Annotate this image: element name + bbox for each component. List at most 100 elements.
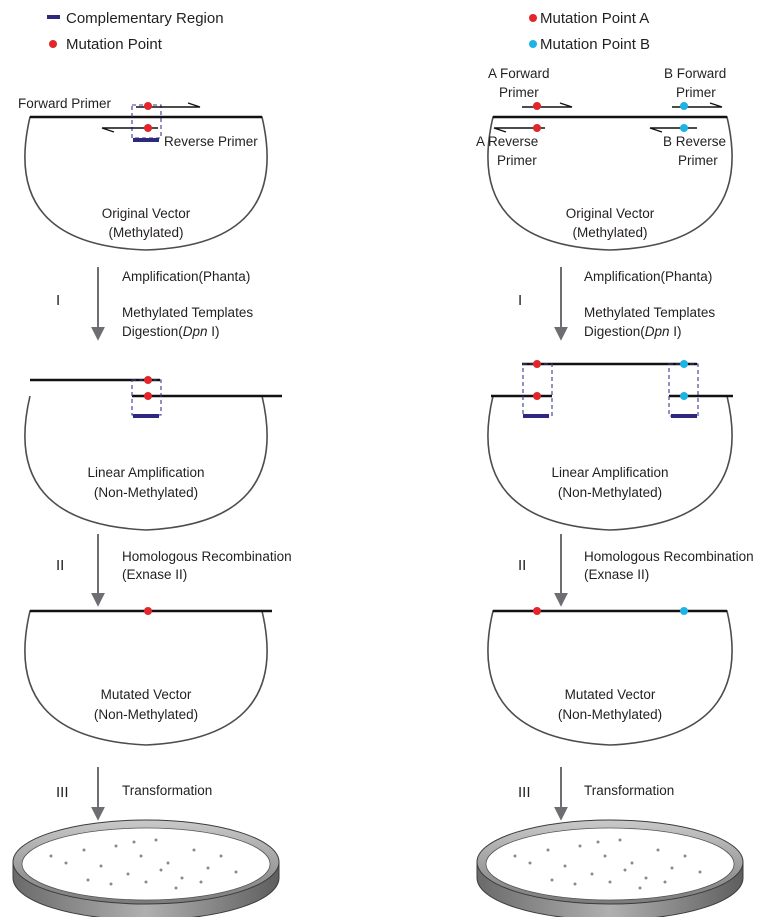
a-reverse-primer-label: Primer — [497, 153, 537, 168]
left-original-vector: Forward Primer Reverse Primer Original V… — [18, 96, 268, 251]
legend-complementary-region: Complementary Region — [66, 10, 224, 27]
b-reverse-primer-label: Primer — [678, 153, 718, 168]
right-step-1: I Amplification(Phanta) Methylated Templ… — [518, 267, 715, 341]
mutation-point-a — [533, 607, 541, 615]
non-methylated-label: (Non-Methylated) — [558, 485, 662, 500]
a-forward-primer-label: A Forward — [488, 66, 550, 81]
mutation-point-b — [680, 102, 688, 110]
methylated-label: (Methylated) — [108, 225, 183, 240]
colonies — [49, 838, 238, 890]
mutation-point-a — [533, 360, 541, 368]
non-methylated-label: (Non-Methylated) — [94, 707, 198, 722]
original-vector-label: Original Vector — [102, 206, 191, 221]
mutation-point-b — [680, 360, 688, 368]
step-text: Digestion(Dpn I) — [122, 324, 220, 339]
original-vector-label: Original Vector — [566, 206, 655, 221]
mutation-point — [144, 607, 152, 615]
mutation-point — [144, 392, 152, 400]
reverse-primer-label: Reverse Primer — [164, 134, 258, 149]
left-step-1: I Amplification(Phanta) Methylated Templ… — [56, 267, 253, 341]
left-legend: Complementary Region Mutation Point — [47, 10, 224, 53]
step-text: Amplification(Phanta) — [584, 269, 712, 284]
mutation-point-swatch — [49, 40, 57, 48]
legend-mutation-point: Mutation Point — [66, 36, 163, 53]
a-reverse-primer-label: A Reverse — [476, 134, 538, 149]
step-text: Methylated Templates — [584, 305, 715, 320]
step-numeral: I — [56, 292, 60, 309]
linear-amplification-label: Linear Amplification — [551, 465, 668, 480]
b-forward-primer-label: Primer — [676, 85, 716, 100]
step-numeral: II — [518, 557, 526, 574]
mutation-point-b-swatch — [529, 40, 537, 48]
mutation-point-b — [680, 124, 688, 132]
right-panel: Mutation Point A Mutation Point B A Forw… — [476, 10, 754, 917]
step-text: Digestion(Dpn I) — [584, 324, 682, 339]
right-linear-amplification: Linear Amplification (Non-Methylated) — [487, 360, 733, 531]
right-mutated-vector: Mutated Vector (Non-Methylated) — [487, 607, 733, 746]
vector-shape — [24, 610, 268, 746]
mutation-point-a-swatch — [529, 14, 537, 22]
right-step-2: II Homologous Recombination (Exnase II) — [518, 534, 754, 607]
colonies — [513, 838, 702, 890]
complementary-region-swatch — [47, 15, 60, 19]
non-methylated-label: (Non-Methylated) — [558, 707, 662, 722]
step-text: Homologous Recombination — [122, 549, 292, 564]
step-numeral: I — [518, 292, 522, 309]
mutated-vector-label: Mutated Vector — [101, 687, 192, 702]
mutation-point-a — [533, 392, 541, 400]
forward-primer-arrow — [136, 102, 201, 108]
mutation-point-a — [533, 102, 541, 110]
vector-shape — [487, 610, 733, 746]
step-text: (Exnase II) — [122, 567, 187, 582]
step-numeral: III — [518, 784, 531, 801]
b-forward-primer-arrow — [672, 102, 723, 108]
a-forward-primer-arrow — [522, 102, 573, 108]
mutation-point — [144, 124, 152, 132]
non-methylated-label: (Non-Methylated) — [94, 485, 198, 500]
a-reverse-primer-arrow — [493, 127, 545, 133]
a-forward-primer-label: Primer — [499, 85, 539, 100]
right-step-3: III Transformation — [518, 767, 674, 821]
mutation-point-b — [680, 392, 688, 400]
left-step-3: III Transformation — [56, 767, 212, 821]
mutation-point-b — [680, 607, 688, 615]
b-forward-primer-label: B Forward — [664, 66, 726, 81]
legend-mutation-point-b: Mutation Point B — [540, 36, 650, 53]
vector-shape — [24, 116, 268, 251]
step-text: Amplification(Phanta) — [122, 269, 250, 284]
step-numeral: II — [56, 557, 64, 574]
forward-primer-label: Forward Primer — [18, 96, 112, 111]
vector-shape — [487, 395, 733, 531]
mutation-point-a — [533, 124, 541, 132]
legend-mutation-point-a: Mutation Point A — [540, 10, 649, 27]
step-text: (Exnase II) — [584, 567, 649, 582]
left-mutated-vector: Mutated Vector (Non-Methylated) — [24, 607, 272, 746]
methylated-label: (Methylated) — [572, 225, 647, 240]
step-text: Transformation — [122, 783, 212, 798]
left-petri-dish — [12, 819, 280, 917]
left-linear-amplification: Linear Amplification (Non-Methylated) — [24, 376, 282, 531]
right-petri-dish — [476, 819, 744, 917]
dish-agar — [485, 827, 735, 901]
linear-amplification-label: Linear Amplification — [87, 465, 204, 480]
step-text: Homologous Recombination — [584, 549, 754, 564]
left-step-2: II Homologous Recombination (Exnase II) — [56, 534, 292, 607]
vector-shape — [24, 395, 268, 531]
right-original-vector: A Forward Primer B Forward Primer A Reve… — [476, 66, 733, 251]
step-text: Transformation — [584, 783, 674, 798]
mutated-vector-label: Mutated Vector — [565, 687, 656, 702]
dish-agar — [21, 827, 271, 901]
b-reverse-primer-label: B Reverse — [663, 134, 726, 149]
step-text: Methylated Templates — [122, 305, 253, 320]
mutation-point — [144, 376, 152, 384]
complementary-region — [133, 138, 159, 142]
complementary-region — [133, 414, 159, 418]
complementary-region — [671, 414, 697, 418]
mutation-point — [144, 102, 152, 110]
step-numeral: III — [56, 784, 69, 801]
vector-shape — [487, 116, 733, 251]
reverse-primer-arrow — [101, 127, 158, 133]
left-panel: Complementary Region Mutation Point Forw… — [12, 10, 292, 917]
complementary-region — [523, 414, 549, 418]
